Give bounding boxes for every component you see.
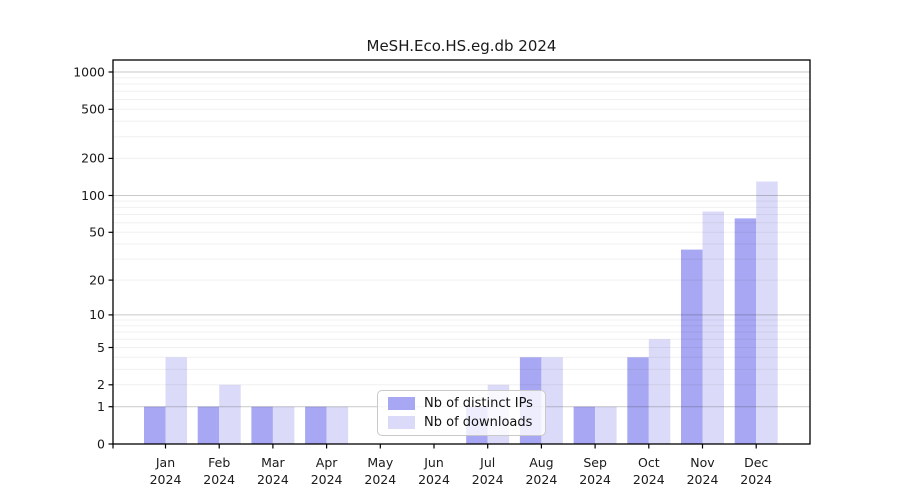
legend-item-distinct-ips: Nb of distinct IPs <box>388 396 545 411</box>
y-tick-label: 1000 <box>73 64 105 79</box>
bar-distinct-ips-apr <box>305 406 327 444</box>
legend-box: Nb of distinct IPs Nb of downloads <box>377 390 546 436</box>
legend-swatch-distinct-ips-icon <box>388 397 415 410</box>
bar-distinct-ips-nov <box>681 249 703 444</box>
y-tick-label: 50 <box>89 225 105 240</box>
bar-distinct-ips-feb <box>197 406 220 444</box>
x-tick-label-month: May <box>367 455 393 470</box>
x-tick-label-month: Jan <box>155 455 175 470</box>
x-tick-label-month: Mar <box>261 455 285 470</box>
bar-downloads-jan <box>165 357 187 444</box>
x-tick-label-month: Jun <box>423 455 444 470</box>
x-tick-label-year: 2024 <box>579 472 611 487</box>
x-tick-label-year: 2024 <box>364 472 396 487</box>
x-tick-label-year: 2024 <box>472 472 504 487</box>
y-tick-label: 10 <box>89 307 105 322</box>
x-tick-label-month: Jul <box>479 455 495 470</box>
x-tick-label-year: 2024 <box>687 472 719 487</box>
x-tick-label-year: 2024 <box>150 472 182 487</box>
x-tick-label-month: Feb <box>208 455 230 470</box>
chart-title: MeSH.Eco.HS.eg.db 2024 <box>366 37 557 55</box>
x-tick-label-month: Aug <box>529 455 553 470</box>
x-tick-label-month: Sep <box>583 455 607 470</box>
x-tick-label-year: 2024 <box>633 472 665 487</box>
x-tick-label-year: 2024 <box>203 472 235 487</box>
x-tick-label-month: Dec <box>744 455 768 470</box>
bar-downloads-oct <box>648 339 671 444</box>
bar-downloads-feb <box>219 384 241 444</box>
bar-distinct-ips-mar <box>251 406 273 444</box>
bar-downloads-dec <box>756 181 778 444</box>
x-tick-label-year: 2024 <box>418 472 450 487</box>
x-tick-label-month: Apr <box>316 455 338 470</box>
y-tick-label: 20 <box>89 272 105 287</box>
x-tick-label-month: Nov <box>690 455 715 470</box>
x-tick-label-month: Oct <box>638 455 660 470</box>
bar-downloads-nov <box>702 211 724 444</box>
legend-item-downloads: Nb of downloads <box>388 415 545 430</box>
legend-swatch-downloads-icon <box>388 416 415 429</box>
legend-label-downloads: Nb of downloads <box>424 415 533 430</box>
y-tick-label: 1 <box>97 399 105 414</box>
y-tick-label: 500 <box>81 102 105 117</box>
bar-distinct-ips-dec <box>734 218 757 444</box>
y-tick-label: 200 <box>81 151 105 166</box>
y-tick-label: 5 <box>97 340 105 355</box>
bar-downloads-apr <box>326 406 349 444</box>
y-tick-label: 100 <box>81 188 105 203</box>
x-tick-label-year: 2024 <box>740 472 772 487</box>
bar-distinct-ips-sep <box>573 406 596 444</box>
x-tick-label-year: 2024 <box>311 472 343 487</box>
bar-downloads-mar <box>272 406 295 444</box>
bar-downloads-aug <box>541 357 563 444</box>
x-tick-label-year: 2024 <box>257 472 289 487</box>
plot-frame <box>112 59 811 445</box>
bar-distinct-ips-oct <box>627 357 649 444</box>
legend-label-distinct-ips: Nb of distinct IPs <box>424 396 533 411</box>
bar-downloads-sep <box>595 406 617 444</box>
x-tick-label-year: 2024 <box>525 472 557 487</box>
y-tick-label: 0 <box>97 436 105 451</box>
bar-distinct-ips-jan <box>144 406 166 444</box>
y-tick-label: 2 <box>97 377 105 392</box>
